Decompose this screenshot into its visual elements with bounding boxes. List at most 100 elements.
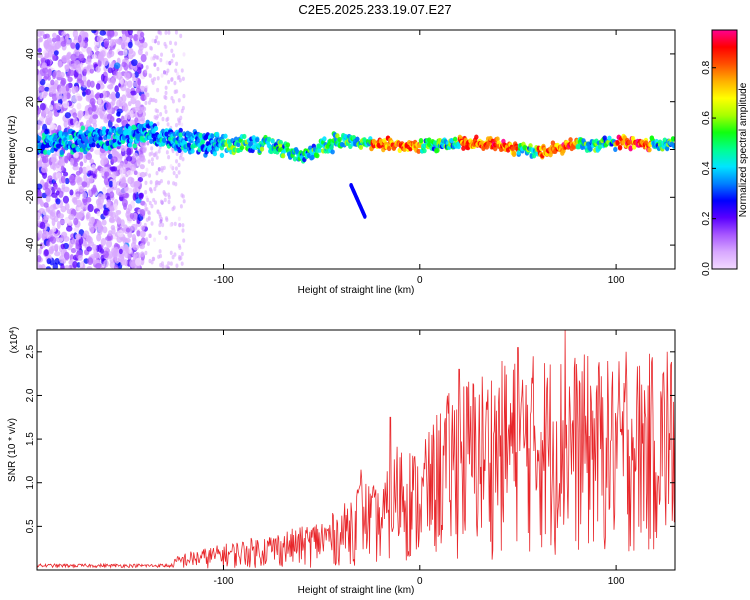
spectrogram-cell [69,189,74,196]
spectrogram-cell [47,110,53,119]
spectrogram-cell [139,164,145,170]
spectrogram-cell [68,69,75,77]
spectrogram-cell [51,37,57,43]
spectrogram-cell [87,50,93,56]
spectrogram-cell [163,94,167,100]
spectrogram-cell [132,187,138,195]
spectrogram-cell [175,61,179,66]
spectrogram-cell [122,49,128,57]
spectrogram-cell [89,158,94,164]
spectrogram-cell [173,221,177,227]
spectrogram-cell [87,203,94,213]
spectrogram-cell [180,122,184,127]
spectrogram-cell [56,220,61,230]
spectrogram-cell [45,195,51,203]
spectrogram-cell [59,219,65,225]
spectrogram-cell [48,86,55,94]
spectrogram-cell [170,48,174,54]
spectrogram-cell [83,31,89,38]
spectrogram-cell [150,97,154,103]
colorbar-tick-label: 0.6 [701,111,712,125]
snr-series-line [37,330,675,569]
snr-xtick-label: 0 [417,576,423,587]
spectrogram-cell [166,68,170,73]
spectrogram-cell [55,172,62,180]
spectrogram-cell [90,226,95,235]
spectrogram-cell [110,225,116,231]
spectrogram-cell [105,102,112,110]
spectrogram-cell [46,37,53,44]
spectrogram-cell [48,229,54,236]
spectrogram-cell [91,164,96,172]
spectrogram-cell [156,209,160,215]
spectrogram-cell [631,144,637,150]
spectrogram-cell [64,112,71,119]
spectrogram-cell [62,100,70,109]
spectrogram-cell [104,75,109,82]
spectrogram-cell [145,65,149,70]
spectrogram-cell [111,156,118,163]
spectrogram-cell [85,58,92,65]
spectrogram-cell [89,68,95,74]
spectrogram-cell [87,189,92,197]
spectrogram-cell [43,202,49,208]
spectrogram-cell [89,98,96,106]
spectrogram-cell [175,108,179,113]
spectrogram-cell [47,209,52,215]
spectrogram-cell [75,193,80,200]
spectrogram-cell [94,44,99,52]
spectrogram-cell [103,259,109,268]
spectrogram-cell [116,117,122,123]
spectrogram-cell [48,104,54,111]
spectrogram-cell [149,138,154,144]
spectrogram-cell [153,53,157,59]
spectrogram-cell [182,93,186,99]
spectrogram-cell [190,148,195,154]
colorbar-tick-label: 0.0 [701,262,712,276]
spectrogram-cell [39,103,46,111]
spectrogram-cell [43,214,50,221]
spectrogram-cell [57,213,65,219]
spectrogram-cell [165,217,169,222]
spectrogram-cell [127,176,134,185]
spectrogram-cell [315,153,320,159]
spectrogram-cell [177,147,182,154]
spectrogram-cell [127,41,133,49]
spectrogram-cell [148,200,152,206]
spectrogram-cell [99,113,106,120]
spectrogram-cell [126,169,133,176]
spectrogram-cell [386,145,392,152]
spectrogram-cell [123,62,129,71]
spectrogram-cell [167,154,171,160]
spectrogram-cell [55,34,61,43]
spectrogram-cell [91,142,96,148]
spectrogram-cell [108,94,114,100]
spectrogram-cell [70,42,76,49]
snr-ytick-label: 0.5 [25,519,36,533]
spectrogram-cell [181,157,185,162]
spectrogram-cell [397,147,402,153]
spectrogram-cell [171,255,175,260]
spectrogram-cell [597,144,603,150]
spectrogram-cell [46,149,51,155]
spectrogram-cell [147,100,151,105]
spectrogram-cell [75,242,80,250]
snr-frame [36,329,676,571]
spectrogram-cell [49,122,55,131]
spectrogram-cell [449,137,454,144]
spectrogram-cell [37,40,40,50]
spectrogram-cell [74,175,81,183]
spectrogram-marks [37,30,675,269]
spectrogram-cell [132,152,139,159]
spectrogram-cell [149,45,153,51]
spectrogram-cell [75,233,82,240]
spectrogram-cell [418,138,424,144]
spectrogram-cell [76,199,82,208]
spectrogram-cell [175,71,179,76]
spectrogram-cell [148,173,152,178]
spectrogram-cell [60,263,65,269]
spectrogram-cell [37,68,40,76]
spectrogram-cell [51,129,58,135]
spectrogram-cell [259,146,265,152]
